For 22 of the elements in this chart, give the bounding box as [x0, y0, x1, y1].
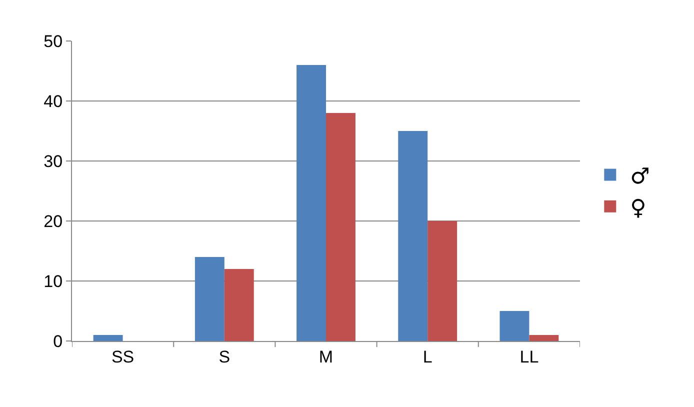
bar — [93, 335, 123, 341]
x-tick-label: SS — [111, 347, 134, 366]
bar — [296, 65, 326, 341]
x-tick-label: LL — [520, 347, 539, 366]
y-tick-label: 30 — [44, 152, 63, 171]
legend-label: ♂ — [630, 164, 650, 190]
y-tick-label: 40 — [44, 92, 63, 111]
y-tick-label: 10 — [44, 272, 63, 291]
x-tick-label: S — [218, 347, 230, 366]
bar — [428, 221, 458, 341]
y-tick-label: 50 — [44, 32, 63, 51]
x-tick-label: M — [318, 347, 334, 366]
bar — [224, 269, 254, 341]
x-tick-label: L — [422, 347, 432, 366]
y-tick-label: 20 — [44, 212, 63, 231]
bar — [398, 131, 428, 341]
legend-label: ♀ — [630, 196, 646, 221]
bar — [194, 257, 224, 341]
bar — [326, 113, 356, 341]
bar — [529, 335, 559, 341]
bar — [500, 311, 530, 341]
y-tick-label: 0 — [53, 332, 63, 351]
